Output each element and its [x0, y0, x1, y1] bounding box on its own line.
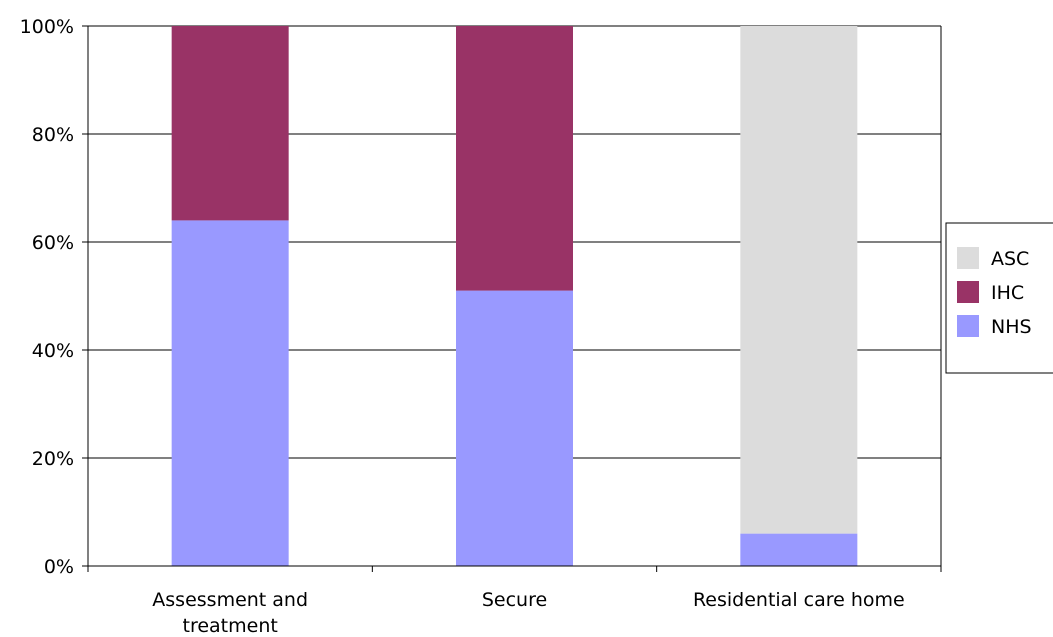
y-tick-label: 20% — [32, 448, 74, 470]
y-tick-label: 40% — [32, 340, 74, 362]
bar-nhs-0 — [171, 220, 289, 566]
legend: ASC IHC NHS — [945, 222, 1053, 374]
x-category-label: Assessment and — [152, 589, 308, 611]
bars — [171, 26, 858, 566]
bar-asc-2 — [740, 26, 858, 534]
legend-swatch-ihc — [957, 281, 979, 303]
legend-swatch-asc — [957, 247, 979, 269]
bar-ihc-0 — [171, 26, 289, 221]
axes — [82, 25, 942, 572]
y-tick-label: 0% — [44, 556, 74, 578]
x-category-label: Residential care home — [693, 589, 905, 611]
y-tick-label: 100% — [20, 16, 74, 38]
legend-label-asc: ASC — [991, 248, 1029, 270]
bar-nhs-2 — [740, 533, 858, 566]
y-axis-tick-labels: 0% 20% 40% 60% 80% 100% — [20, 16, 74, 578]
x-category-label: Secure — [482, 589, 547, 611]
legend-label-nhs: NHS — [991, 316, 1032, 338]
y-tick-label: 60% — [32, 232, 74, 254]
bar-ihc-1 — [456, 26, 573, 291]
x-category-label: treatment — [183, 615, 278, 637]
x-axis-category-labels: Assessment and treatment Secure Residential… — [152, 589, 904, 637]
y-tick-label: 80% — [32, 124, 74, 146]
legend-swatch-nhs — [957, 315, 979, 337]
bar-nhs-1 — [456, 290, 573, 566]
legend-label-ihc: IHC — [991, 282, 1024, 304]
